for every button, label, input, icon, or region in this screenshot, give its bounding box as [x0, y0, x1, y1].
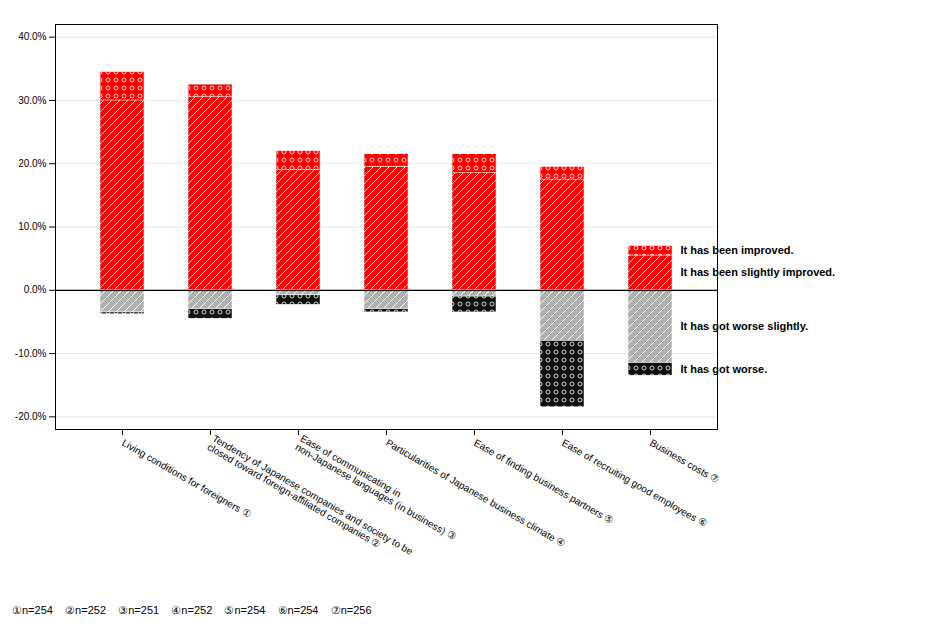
svg-text:20.0%: 20.0% — [18, 158, 46, 169]
svg-text:Ease of communicating innon-Ja: Ease of communicating innon-Japanese lan… — [293, 433, 462, 543]
svg-text:-20.0%: -20.0% — [15, 411, 47, 422]
svg-text:It has been slightly improved.: It has been slightly improved. — [681, 266, 836, 278]
svg-text:0.0%: 0.0% — [24, 284, 47, 295]
svg-text:Ease of recruiting good employ: Ease of recruiting good employees ⑥ — [560, 437, 709, 529]
svg-text:10.0%: 10.0% — [18, 221, 46, 232]
svg-text:It has got worse slightly.: It has got worse slightly. — [681, 320, 809, 332]
svg-text:It has got worse.: It has got worse. — [681, 363, 768, 375]
svg-text:30.0%: 30.0% — [18, 95, 46, 106]
svg-text:Ease of finding business partn: Ease of finding business partners ⑤ — [472, 437, 616, 526]
svg-text:40.0%: 40.0% — [18, 31, 46, 42]
svg-text:It has been improved.: It has been improved. — [681, 244, 794, 256]
svg-text:Particularities of Japanese bu: Particularities of Japanese business cli… — [384, 437, 568, 549]
svg-text:-10.0%: -10.0% — [15, 348, 47, 359]
svg-text:Business costs ⑦: Business costs ⑦ — [648, 437, 721, 486]
